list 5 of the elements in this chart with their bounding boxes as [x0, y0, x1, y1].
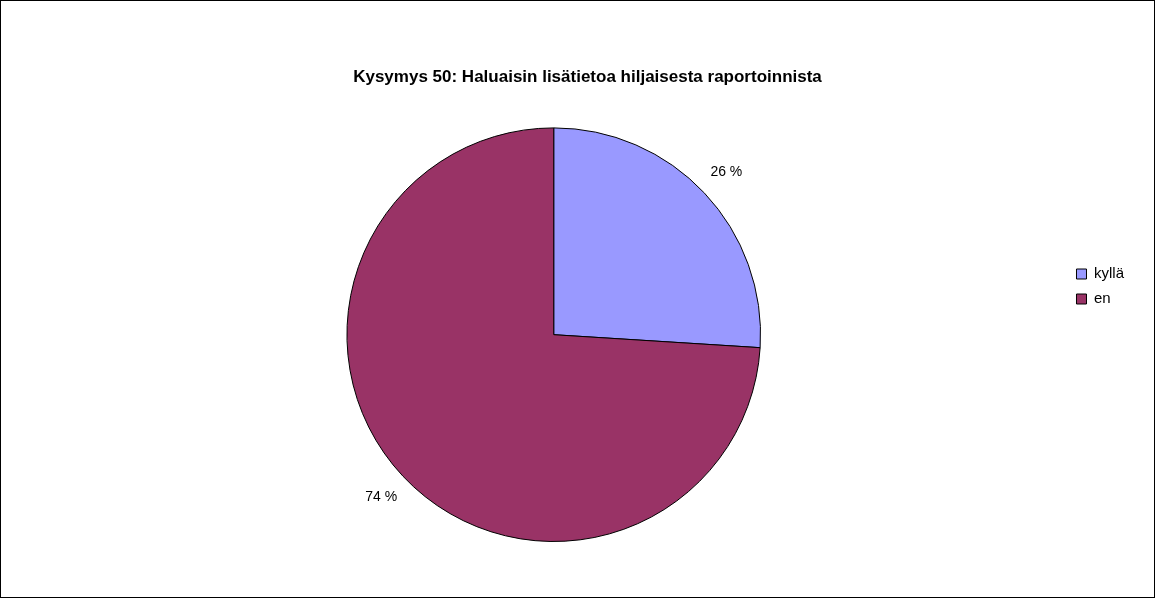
legend-label: en — [1093, 289, 1111, 307]
data-label: 26 % — [710, 163, 743, 180]
chart-title: Kysymys 50: Haluaisin lisätietoa hiljaisesta raportoinnista — [353, 66, 823, 86]
legend-label: kyllä — [1093, 264, 1125, 282]
data-label: 74 % — [365, 487, 398, 504]
